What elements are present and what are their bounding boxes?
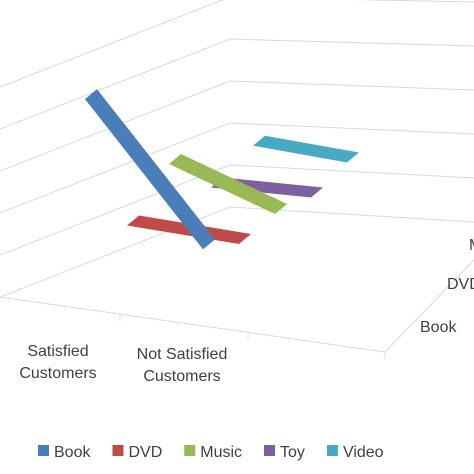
depth-label: DVD (447, 276, 474, 293)
legend: Book DVD Music Toy Video (38, 444, 384, 461)
grid-line (0, 206, 474, 298)
grid-line (0, 80, 474, 172)
legend-label: DVD (128, 444, 162, 461)
x-tick-label: Not Satisfied Customers (136, 346, 228, 385)
grid-line (0, 122, 474, 214)
grid-line (0, 164, 474, 256)
legend-swatch (38, 445, 49, 456)
legend-swatch (326, 445, 338, 456)
depth-label: Book (420, 319, 457, 336)
x-tick-label: Satisfied Customers (19, 343, 97, 382)
grid-line (0, 38, 474, 130)
legend-swatch (112, 445, 124, 456)
legend-swatch (264, 445, 276, 456)
ribbon (85, 89, 215, 250)
floor-edge (0, 259, 474, 353)
legend-label: Video (343, 444, 384, 461)
legend-label: Music (200, 444, 242, 461)
legend-label: Toy (280, 444, 305, 461)
ribbon (169, 154, 287, 214)
legend-swatch (184, 445, 196, 456)
depth-label: Music (469, 237, 474, 254)
legend-label: Book (54, 444, 91, 461)
grid-line (0, 0, 474, 88)
ribbon (253, 135, 359, 163)
gridlines (0, 0, 474, 359)
